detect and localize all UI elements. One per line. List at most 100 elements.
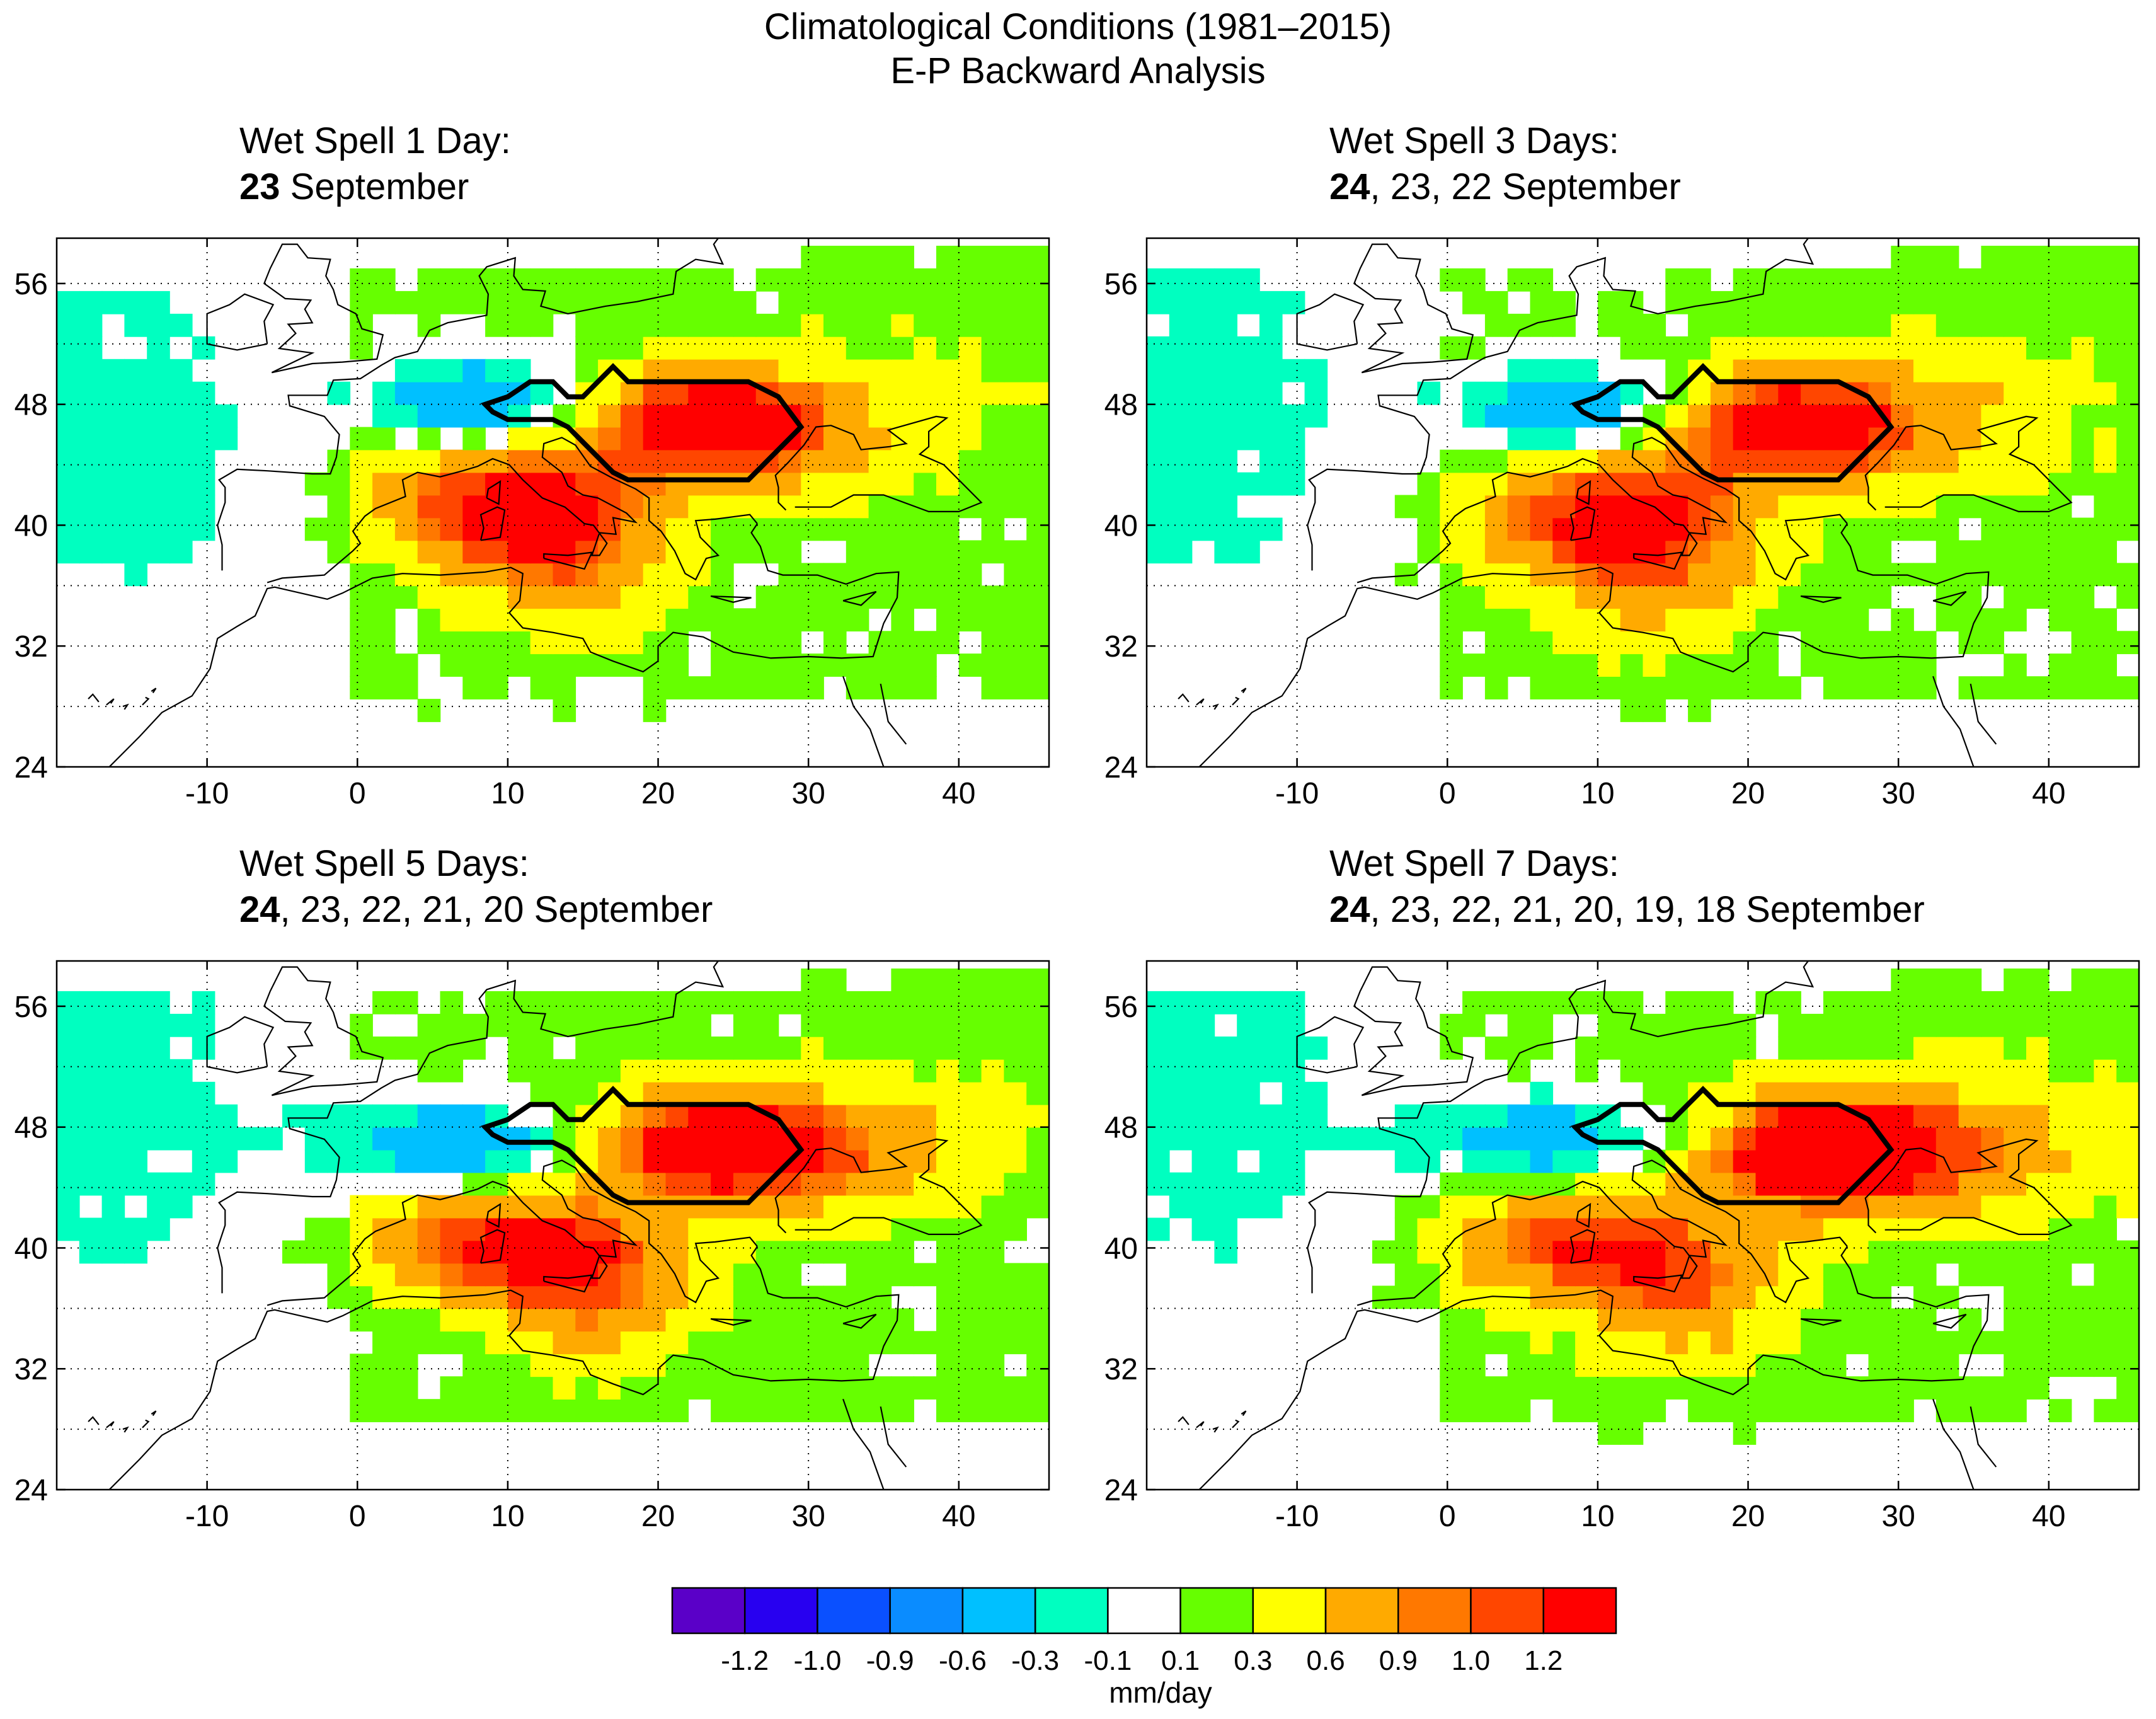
field-cell	[304, 472, 328, 496]
field-cell	[192, 495, 215, 519]
field-cell	[1237, 1104, 1260, 1128]
field-cell	[147, 381, 170, 405]
field-cell	[1394, 1195, 1418, 1219]
field-cell	[1620, 1422, 1644, 1445]
panel-title-line2: 24, 23, 22, 21, 20 September	[239, 889, 713, 930]
field-cell	[462, 1308, 486, 1332]
field-cell	[147, 1195, 170, 1219]
field-cell	[1935, 449, 1959, 473]
coastline	[267, 437, 758, 584]
field-cell	[79, 1217, 103, 1241]
field-cell	[1304, 359, 1328, 382]
field-cell	[2094, 1354, 2117, 1377]
field-cell	[1620, 381, 1644, 405]
field-cell	[1688, 585, 1711, 609]
field-cell	[1958, 585, 1982, 609]
field-cell	[2071, 1354, 2095, 1377]
field-cell	[1710, 1263, 1734, 1287]
field-cell	[440, 540, 464, 564]
field-cell	[665, 1081, 689, 1105]
field-cell	[1484, 472, 1508, 496]
field-cell	[981, 313, 1005, 337]
field-cell	[2048, 359, 2072, 382]
field-cell	[1688, 404, 1711, 428]
field-cell	[643, 676, 667, 699]
field-cell	[914, 1036, 937, 1060]
field-cell	[711, 381, 734, 405]
field-cell	[237, 1127, 260, 1151]
field-cell	[2048, 1059, 2072, 1083]
field-cell	[1935, 404, 1959, 428]
field-cell	[394, 676, 418, 699]
field-cell	[801, 404, 824, 428]
field-cell	[2071, 676, 2095, 699]
field-cell	[192, 1081, 215, 1105]
y-tick-label: 48	[1104, 1112, 1138, 1145]
gridlines	[57, 238, 1049, 768]
field-cell	[1237, 359, 1260, 382]
field-cell	[57, 1149, 80, 1173]
field-cell	[2071, 1127, 2095, 1151]
field-cell	[1575, 991, 1598, 1015]
field-cell	[711, 653, 734, 677]
field-cell	[1620, 1240, 1644, 1264]
field-cell	[1282, 404, 1305, 428]
field-cell	[1169, 1013, 1193, 1037]
field-cell	[1958, 1104, 1982, 1128]
field-cell	[147, 336, 170, 360]
field-cell	[2094, 1149, 2117, 1173]
field-cell	[665, 495, 689, 519]
field-cell	[846, 1081, 869, 1105]
field-cell	[2071, 449, 2095, 473]
field-cell	[1935, 517, 1959, 541]
field-cell	[1304, 1036, 1328, 1060]
field-cell	[958, 1013, 982, 1037]
field-cell	[1823, 1036, 1847, 1060]
field-cell	[2004, 427, 2027, 451]
field-cell	[1935, 1081, 1959, 1105]
field-cell	[575, 495, 599, 519]
field-cell	[1845, 1240, 1869, 1264]
field-cell	[1710, 631, 1734, 655]
field-cell	[1845, 1149, 1869, 1173]
x-tick-label: -10	[185, 1500, 229, 1533]
field-cell	[598, 631, 621, 655]
field-cell	[530, 585, 554, 609]
field-cell	[1169, 1195, 1193, 1219]
field-cell	[755, 359, 779, 382]
field-cell	[485, 1308, 508, 1332]
field-cell	[394, 1308, 418, 1332]
field-cell	[1868, 1399, 1892, 1422]
field-cell	[598, 495, 621, 519]
field-cell	[1643, 517, 1666, 541]
field-cell	[553, 517, 576, 541]
field-cell	[440, 404, 464, 428]
field-cell	[1891, 1354, 1914, 1377]
coastline	[1296, 1016, 1365, 1074]
field-cell	[1462, 495, 1486, 519]
field-cell	[2116, 517, 2139, 541]
field-cell	[1575, 1059, 1598, 1083]
field-cell	[1417, 495, 1441, 519]
field-cell	[372, 290, 396, 314]
field-cell	[688, 1081, 711, 1105]
map-frame	[55, 237, 1050, 768]
field-cell	[79, 1240, 103, 1264]
coastline	[1241, 687, 1247, 694]
field-cell	[801, 1013, 824, 1037]
field-cell	[1372, 1127, 1396, 1151]
field-cell	[936, 1013, 960, 1037]
field-cell	[1823, 563, 1847, 587]
field-cell	[1891, 1331, 1914, 1355]
coastline	[1864, 1138, 2073, 1236]
field-cell	[1845, 1285, 1869, 1309]
field-cell	[1462, 517, 1486, 541]
field-cell	[1823, 608, 1847, 632]
panel-title-days: , 23, 22 September	[1370, 166, 1681, 207]
field-cell	[846, 427, 869, 451]
y-tick-label: 48	[14, 389, 48, 422]
field-cell	[981, 404, 1005, 428]
field-cell	[1733, 540, 1757, 564]
x-tick-label: 40	[942, 1500, 975, 1533]
field-cell	[1462, 1217, 1486, 1241]
